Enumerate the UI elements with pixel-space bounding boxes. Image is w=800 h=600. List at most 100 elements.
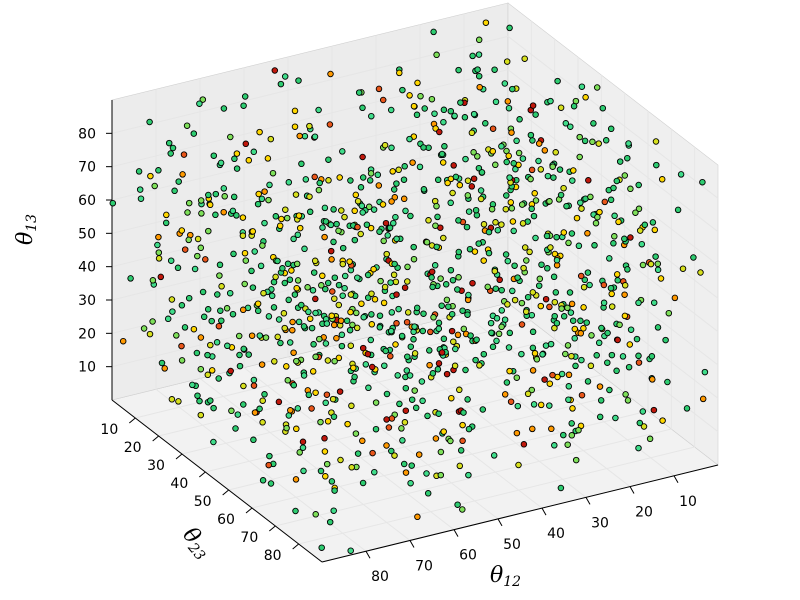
- data-point: [236, 362, 244, 370]
- data-point: [610, 240, 617, 247]
- data-point: [387, 327, 395, 335]
- data-point: [146, 118, 153, 126]
- data-point: [331, 274, 339, 281]
- data-point: [169, 144, 177, 152]
- data-point: [322, 218, 330, 225]
- data-point: [240, 345, 247, 353]
- data-point: [679, 265, 687, 272]
- data-point: [459, 437, 466, 445]
- data-point: [216, 261, 224, 269]
- data-point: [410, 102, 418, 110]
- data-point: [368, 311, 375, 318]
- data-point: [624, 266, 631, 273]
- data-point: [607, 125, 615, 133]
- data-point: [234, 411, 242, 418]
- data-point: [259, 477, 267, 484]
- data-point: [337, 456, 344, 464]
- data-point: [352, 430, 360, 437]
- data-point: [162, 219, 170, 227]
- data-point: [590, 120, 597, 127]
- data-point: [335, 227, 342, 235]
- data-point: [498, 323, 505, 331]
- data-point: [408, 462, 415, 469]
- data-point: [470, 149, 477, 156]
- data-point: [533, 356, 541, 363]
- data-point: [231, 155, 238, 163]
- data-point: [175, 178, 182, 185]
- data-point: [190, 130, 198, 137]
- data-point: [338, 207, 345, 214]
- data-point: [387, 106, 395, 114]
- data-point: [543, 232, 551, 240]
- data-point: [343, 317, 351, 325]
- data-point: [560, 431, 567, 439]
- data-point: [380, 237, 387, 245]
- z-tick-label: 50: [78, 226, 96, 242]
- data-point: [256, 332, 264, 339]
- data-point: [460, 325, 468, 333]
- data-point: [432, 435, 440, 442]
- data-point: [591, 242, 598, 249]
- data-point: [648, 353, 656, 360]
- y-tick-label: 20: [124, 440, 142, 456]
- data-point: [515, 461, 522, 469]
- data-point: [168, 296, 176, 303]
- data-point: [465, 425, 473, 433]
- data-point: [413, 111, 421, 119]
- data-point: [230, 250, 237, 258]
- data-point: [421, 105, 428, 112]
- data-point: [213, 339, 221, 346]
- data-point: [535, 140, 543, 147]
- data-point: [339, 292, 346, 299]
- data-point: [518, 201, 526, 208]
- data-point: [475, 72, 483, 80]
- x-axis-line: [321, 464, 719, 563]
- data-point: [474, 66, 481, 73]
- data-point: [279, 265, 286, 272]
- data-point: [233, 165, 241, 172]
- data-point: [281, 279, 289, 287]
- data-point: [310, 269, 318, 276]
- data-point: [149, 277, 157, 284]
- data-point: [488, 329, 495, 337]
- data-point: [622, 391, 629, 398]
- data-point: [406, 372, 414, 379]
- data-point: [586, 281, 593, 289]
- data-point: [318, 544, 325, 551]
- data-point: [526, 248, 533, 256]
- data-point: [513, 137, 520, 145]
- data-point: [522, 308, 530, 315]
- data-point: [674, 206, 682, 214]
- data-point: [385, 424, 393, 431]
- data-point: [448, 310, 456, 318]
- y-tick-label: 30: [147, 458, 165, 474]
- data-point: [204, 306, 212, 313]
- data-point: [403, 367, 411, 374]
- data-point: [355, 89, 363, 96]
- data-point: [181, 246, 189, 253]
- data-point: [256, 405, 263, 413]
- data-point: [414, 79, 421, 87]
- data-point: [471, 248, 479, 255]
- data-point: [529, 137, 536, 144]
- data-point: [568, 352, 575, 360]
- data-point: [441, 143, 448, 150]
- z-tick-label: 10: [78, 360, 96, 376]
- data-point: [551, 312, 558, 320]
- z-tick-label: 80: [78, 126, 96, 142]
- data-point: [570, 167, 577, 174]
- data-point: [223, 305, 231, 312]
- data-point: [348, 402, 355, 410]
- data-point: [189, 381, 196, 389]
- data-point: [200, 313, 208, 321]
- data-point: [651, 226, 659, 234]
- data-point: [379, 96, 387, 104]
- data-point: [365, 203, 373, 211]
- data-point: [230, 193, 238, 201]
- data-point: [614, 336, 621, 344]
- data-point: [436, 128, 443, 136]
- data-point: [546, 198, 553, 205]
- data-point: [383, 416, 390, 423]
- data-point: [492, 285, 500, 292]
- data-point: [199, 96, 207, 103]
